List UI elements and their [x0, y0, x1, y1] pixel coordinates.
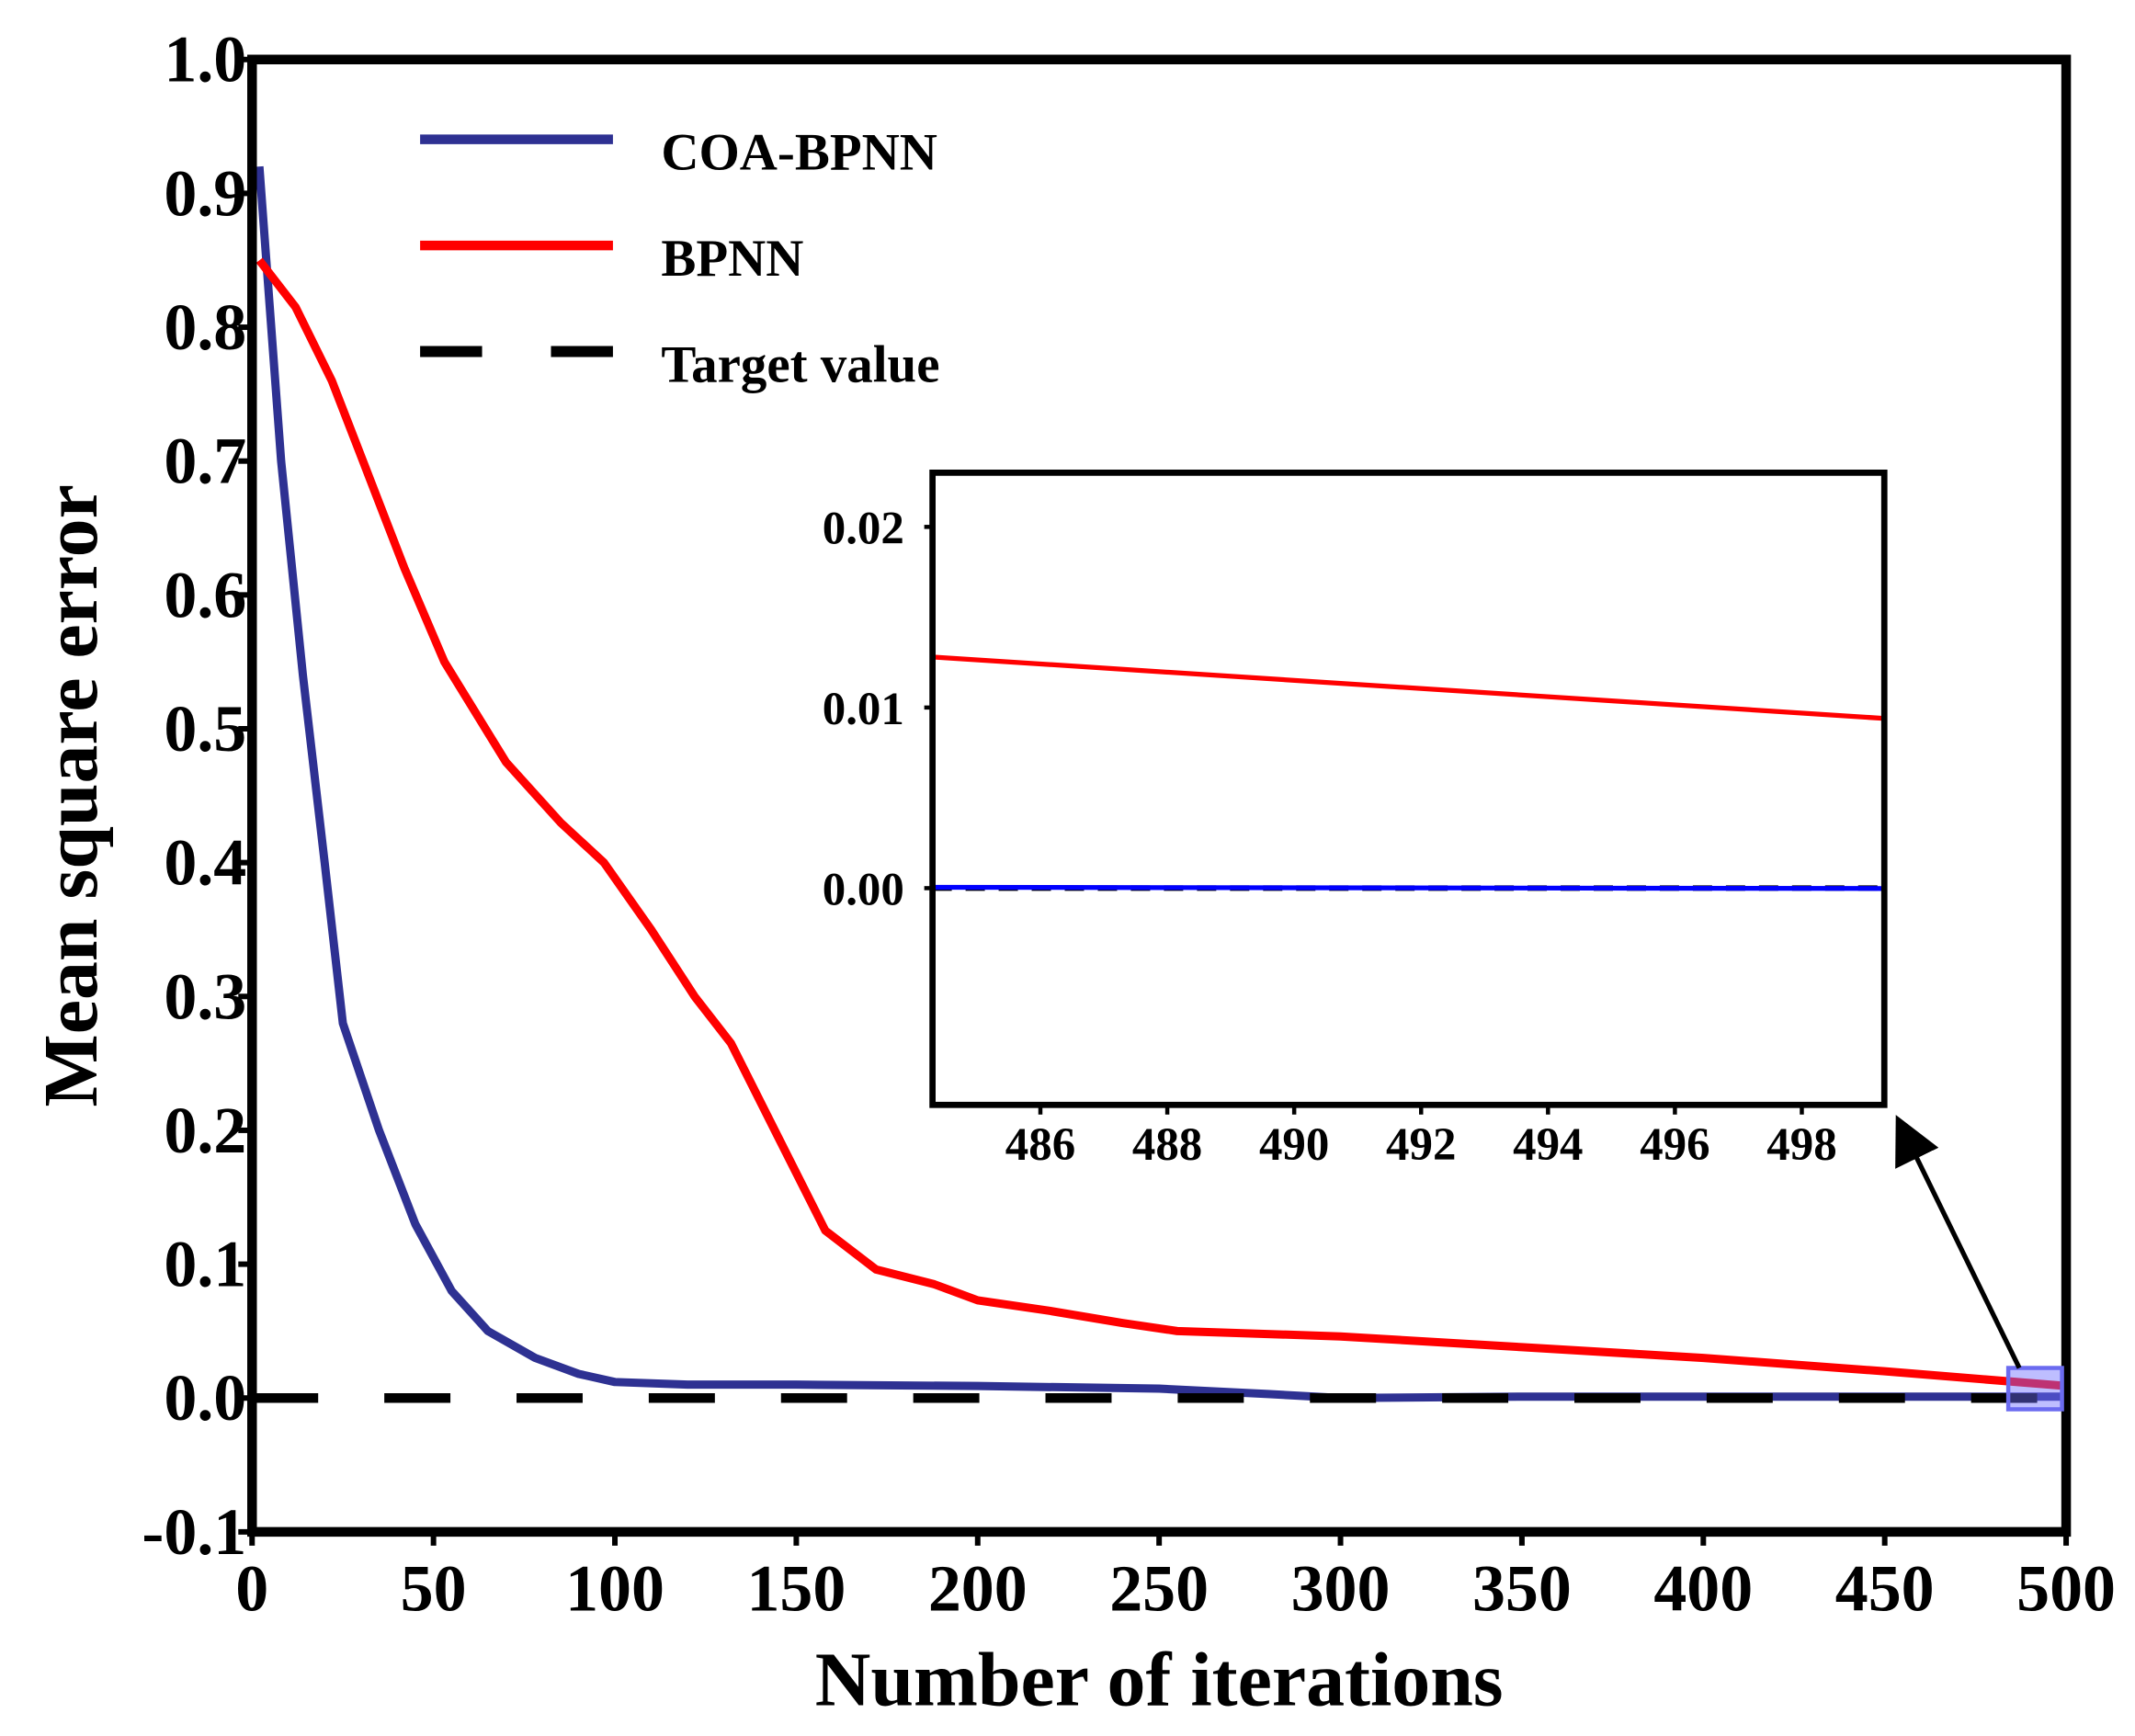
inset-y-tick-label: 0.02 [823, 503, 904, 554]
legend-label: Target value [661, 335, 939, 393]
x-tick-label: 500 [2016, 1551, 2116, 1625]
y-tick-label: 0.7 [164, 425, 246, 498]
y-axis-title: Mean square error [28, 484, 114, 1106]
series-line-coa-bpnn [255, 165, 2067, 1402]
y-tick-label: 0.1 [164, 1228, 246, 1301]
y-tick-label: 0.0 [164, 1361, 246, 1435]
inset-x-tick-label: 498 [1766, 1119, 1836, 1171]
x-tick-label: 300 [1291, 1551, 1391, 1625]
y-tick-label: 0.2 [164, 1094, 246, 1167]
y-tick-label: 0.3 [164, 959, 246, 1033]
inset-x-tick-label: 488 [1132, 1119, 1202, 1171]
x-tick-label: 50 [401, 1551, 467, 1625]
y-tick-label: -0.1 [142, 1495, 246, 1569]
inset-series-line-coa-bpnn [932, 884, 1885, 891]
inset-y-tick-label: 0.00 [823, 864, 904, 915]
zoom-region-marker [2005, 1366, 2064, 1412]
x-tick-label: 250 [1109, 1551, 1209, 1625]
legend-label: BPNN [661, 230, 803, 288]
y-tick-label: 0.6 [164, 558, 246, 631]
inset-y-tick-label: 0.01 [823, 684, 904, 735]
inset-series-line-bpnn [932, 654, 1885, 721]
main-plot: -0.1 0.0 0.1 0.2 0.3 0.4 0.5 0.6 0.7 0.8 0.9 1.0 0 50… [28, 23, 2116, 1723]
series-line-bpnn [256, 257, 2067, 1390]
y-tick-label: 0.9 [164, 156, 246, 230]
x-tick-label: 450 [1835, 1551, 1935, 1625]
inset-x-tick-label: 492 [1386, 1119, 1456, 1171]
y-tick-label: 0.8 [164, 290, 246, 364]
x-tick-label: 150 [746, 1551, 846, 1625]
inset-x-tick-label: 486 [1005, 1119, 1075, 1171]
inset-plot: 0.00 0.01 0.02 486 488 490 492 494 496 498 [823, 469, 1888, 1171]
inset-background [932, 472, 1885, 1106]
inset-x-tick-label: 494 [1513, 1119, 1583, 1171]
x-tick-label: 100 [565, 1551, 664, 1625]
inset-x-tick-label: 496 [1640, 1119, 1709, 1171]
x-tick-label: 350 [1472, 1551, 1572, 1625]
zoom-arrow [1895, 1115, 2022, 1369]
x-axis-title: Number of iterations [815, 1638, 1504, 1723]
x-tick-label: 400 [1653, 1551, 1753, 1625]
inset-frame [929, 469, 1888, 1108]
legend-label: COA-BPNN [661, 124, 937, 182]
y-tick-label: 0.5 [164, 692, 246, 766]
inset-x-tick-label: 490 [1259, 1119, 1329, 1171]
legend: COA-BPNN BPNN Target value [420, 124, 940, 393]
x-tick-label: 200 [928, 1551, 1028, 1625]
x-tick-label: 0 [235, 1551, 268, 1625]
y-tick-label: 0.4 [164, 826, 246, 900]
y-tick-label: 1.0 [164, 23, 246, 96]
